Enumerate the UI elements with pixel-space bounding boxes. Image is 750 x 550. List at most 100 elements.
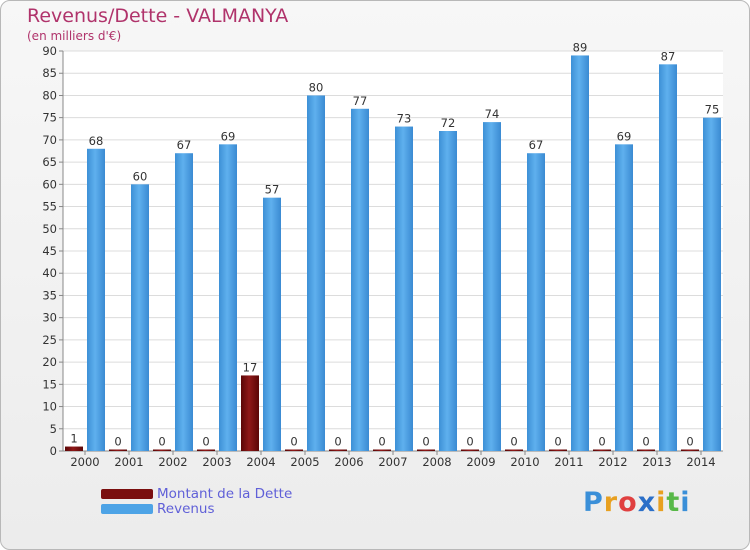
data-label-revenue: 89 — [573, 40, 588, 54]
proxiti-logo: Proxiti — [583, 487, 691, 518]
bar-debt — [153, 449, 171, 451]
data-label-revenue: 73 — [397, 112, 412, 126]
x-tick-label: 2010 — [510, 455, 539, 469]
data-label-revenue: 67 — [529, 138, 544, 152]
data-label-revenue: 60 — [133, 169, 148, 183]
x-tick-label: 2008 — [422, 455, 451, 469]
y-tick-label: 40 — [42, 266, 57, 280]
data-label-debt: 0 — [378, 435, 385, 449]
data-label-debt: 0 — [598, 435, 605, 449]
y-tick-label: 55 — [42, 200, 57, 214]
y-tick-label: 50 — [42, 222, 57, 236]
bar-revenue — [395, 126, 413, 452]
logo-letter: t — [666, 487, 681, 518]
bar-revenue — [219, 144, 237, 452]
logo-letter: r — [603, 487, 619, 518]
bar-revenue — [615, 144, 633, 452]
chart-title: Revenus/Dette - VALMANYA — [27, 5, 289, 27]
data-label-debt: 0 — [114, 435, 121, 449]
logo-letter: i — [680, 487, 691, 518]
y-tick-label: 65 — [42, 155, 57, 169]
logo-letter: o — [618, 487, 638, 518]
x-tick-label: 2012 — [598, 455, 627, 469]
x-tick-label: 2013 — [642, 455, 671, 469]
bar-debt — [241, 375, 259, 451]
x-tick-label: 2005 — [290, 455, 319, 469]
y-tick-label: 75 — [42, 111, 57, 125]
legend-swatch-revenue — [101, 504, 153, 514]
data-label-debt: 0 — [686, 435, 693, 449]
data-label-debt: 0 — [202, 435, 209, 449]
bar-debt — [285, 449, 303, 451]
x-tick-label: 2009 — [466, 455, 495, 469]
bar-debt — [637, 449, 655, 451]
y-tick-label: 60 — [42, 177, 57, 191]
data-label-revenue: 87 — [661, 49, 676, 63]
bar-debt — [461, 449, 479, 451]
bar-debt — [197, 449, 215, 451]
data-label-revenue: 80 — [309, 80, 324, 94]
y-tick-label: 35 — [42, 288, 57, 302]
y-tick-label: 85 — [42, 66, 57, 80]
data-label-debt: 0 — [334, 435, 341, 449]
y-tick-label: 70 — [42, 133, 57, 147]
bar-revenue — [87, 148, 105, 451]
y-tick-label: 90 — [42, 44, 57, 58]
x-tick-label: 2014 — [686, 455, 715, 469]
y-tick-label: 25 — [42, 333, 57, 347]
bar-debt — [681, 449, 699, 451]
data-label-revenue: 77 — [353, 94, 368, 108]
y-tick-label: 80 — [42, 88, 57, 102]
bar-revenue — [659, 64, 677, 452]
data-label-debt: 0 — [422, 435, 429, 449]
bar-debt — [65, 446, 83, 451]
data-label-revenue: 57 — [265, 183, 280, 197]
bar-debt — [593, 449, 611, 451]
bar-debt — [549, 449, 567, 451]
y-tick-label: 30 — [42, 311, 57, 325]
bar-revenue — [307, 95, 325, 451]
bar-revenue — [527, 153, 545, 451]
bar-revenue — [263, 197, 281, 451]
y-tick-label: 5 — [50, 422, 57, 436]
y-tick-label: 45 — [42, 244, 57, 258]
logo-letter: P — [583, 487, 604, 518]
legend-swatch-debt — [101, 489, 153, 499]
legend-label-debt: Montant de la Dette — [157, 486, 293, 502]
x-tick-label: 2004 — [246, 455, 275, 469]
data-label-revenue: 74 — [485, 107, 500, 121]
data-label-debt: 0 — [554, 435, 561, 449]
bar-debt — [109, 449, 127, 451]
bar-debt — [329, 449, 347, 451]
y-tick-label: 10 — [42, 400, 57, 414]
data-label-revenue: 69 — [221, 129, 236, 143]
data-label-revenue: 75 — [705, 103, 720, 117]
data-label-debt: 0 — [290, 435, 297, 449]
data-label-debt: 0 — [466, 435, 473, 449]
legend-label-revenue: Revenus — [157, 501, 215, 517]
x-tick-label: 2006 — [334, 455, 363, 469]
x-tick-label: 2011 — [554, 455, 583, 469]
y-tick-label: 15 — [42, 377, 57, 391]
y-tick-label: 0 — [50, 444, 57, 458]
x-tick-label: 2000 — [70, 455, 99, 469]
bar-revenue — [351, 108, 369, 452]
bar-debt — [417, 449, 435, 451]
x-tick-label: 2003 — [202, 455, 231, 469]
data-label-revenue: 68 — [89, 134, 104, 148]
data-label-revenue: 67 — [177, 138, 192, 152]
x-tick-label: 2001 — [114, 455, 143, 469]
bar-revenue — [439, 131, 457, 451]
x-tick-label: 2007 — [378, 455, 407, 469]
data-label-debt: 0 — [642, 435, 649, 449]
bar-revenue — [175, 153, 193, 451]
logo-letter: x — [637, 487, 657, 518]
data-label-revenue: 69 — [617, 129, 632, 143]
bar-revenue — [703, 117, 721, 452]
bar-revenue — [483, 122, 501, 451]
chart-subtitle: (en milliers d'€) — [27, 29, 122, 43]
bar-revenue — [131, 184, 149, 452]
bar-debt — [373, 449, 391, 451]
